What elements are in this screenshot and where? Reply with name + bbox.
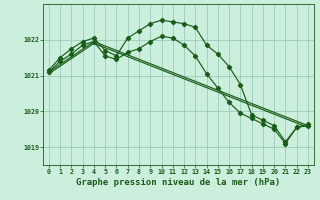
X-axis label: Graphe pression niveau de la mer (hPa): Graphe pression niveau de la mer (hPa) <box>76 178 281 187</box>
